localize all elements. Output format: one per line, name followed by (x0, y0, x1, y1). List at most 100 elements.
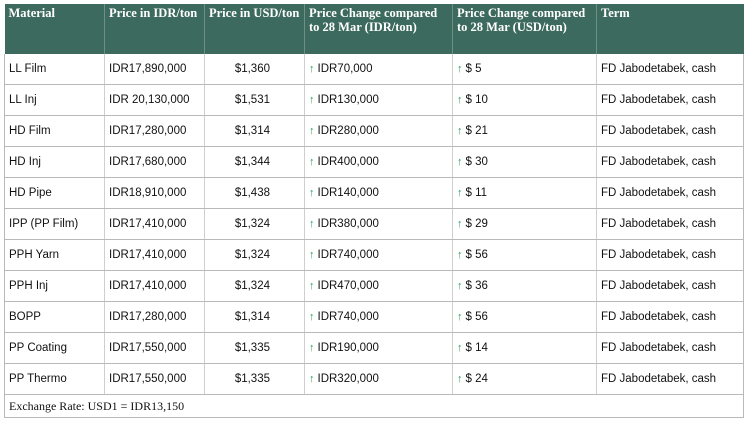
cell-price-idr: IDR17,410,000 (104, 239, 205, 271)
cell-price-usd: $1,314 (204, 301, 305, 333)
up-arrow-icon: ↑ (309, 249, 315, 261)
exchange-rate-note: Exchange Rate: USD1 = IDR13,150 (4, 394, 744, 418)
cell-term-text: FD Jabodetabek, cash (601, 373, 717, 385)
cell-price-idr: IDR17,280,000 (104, 115, 205, 147)
cell-term-text: FD Jabodetabek, cash (601, 125, 717, 137)
cell-change-idr-text: IDR140,000 (317, 187, 379, 199)
cell-price-idr-text: IDR18,910,000 (109, 187, 187, 199)
cell-change-usd: ↑ $ 56 (452, 239, 597, 271)
cell-change-usd: ↑ $ 21 (452, 115, 597, 147)
cell-price-idr: IDR18,910,000 (104, 177, 205, 209)
up-arrow-icon: ↑ (457, 94, 463, 106)
cell-price-idr: IDR17,410,000 (104, 270, 205, 302)
table-row: IPP (PP Film) IDR17,410,000 $1,324 ↑ IDR380,… (4, 208, 744, 240)
cell-price-usd: $1,344 (204, 146, 305, 178)
cell-price-usd-text: $1,314 (234, 125, 270, 137)
header-price-idr: Price in IDR/ton (104, 4, 205, 54)
cell-price-idr: IDR17,890,000 (104, 54, 205, 85)
cell-change-usd-text: $ 14 (465, 342, 488, 354)
cell-change-usd: ↑ $ 5 (452, 54, 597, 85)
cell-price-usd: $1,324 (204, 208, 305, 240)
cell-price-usd: $1,335 (204, 332, 305, 364)
table-row: LL Inj IDR 20,130,000 $1,531 ↑ IDR130,000 ↑ $ … (4, 84, 744, 116)
cell-change-idr-text: IDR380,000 (317, 218, 379, 230)
cell-change-idr-text: IDR70,000 (317, 63, 373, 75)
cell-price-usd-text: $1,324 (234, 280, 270, 292)
cell-price-idr-text: IDR17,410,000 (109, 280, 187, 292)
cell-change-usd: ↑ $ 24 (452, 363, 597, 395)
cell-price-idr-text: IDR17,680,000 (109, 156, 187, 168)
cell-term: FD Jabodetabek, cash (596, 177, 744, 209)
cell-change-idr-text: IDR190,000 (317, 342, 379, 354)
cell-material: IPP (PP Film) (4, 208, 105, 240)
up-arrow-icon: ↑ (309, 187, 315, 199)
cell-term: FD Jabodetabek, cash (596, 332, 744, 364)
price-table: Material Price in IDR/ton Price in USD/t… (4, 4, 744, 418)
cell-change-idr: ↑ IDR740,000 (304, 301, 453, 333)
cell-material: PP Thermo (4, 363, 105, 395)
cell-price-idr: IDR 20,130,000 (104, 84, 205, 116)
cell-price-idr-text: IDR17,410,000 (109, 249, 187, 261)
cell-change-usd-text: $ 11 (465, 187, 488, 199)
cell-change-usd-text: $ 10 (465, 94, 488, 106)
cell-change-idr: ↑ IDR280,000 (304, 115, 453, 147)
cell-material: PPH Yarn (4, 239, 105, 271)
up-arrow-icon: ↑ (309, 311, 315, 323)
cell-change-idr: ↑ IDR190,000 (304, 332, 453, 364)
cell-change-usd: ↑ $ 29 (452, 208, 597, 240)
cell-price-usd: $1,324 (204, 270, 305, 302)
cell-change-usd: ↑ $ 10 (452, 84, 597, 116)
cell-material: LL Film (4, 54, 105, 85)
cell-material: PP Coating (4, 332, 105, 364)
cell-material: HD Pipe (4, 177, 105, 209)
cell-change-idr: ↑ IDR380,000 (304, 208, 453, 240)
cell-material: HD Film (4, 115, 105, 147)
cell-change-usd: ↑ $ 14 (452, 332, 597, 364)
cell-change-usd-text: $ 29 (465, 218, 488, 230)
cell-material-text: LL Film (9, 63, 47, 75)
cell-material-text: HD Pipe (9, 187, 52, 199)
cell-price-usd-text: $1,531 (234, 94, 270, 106)
cell-price-idr-text: IDR17,550,000 (109, 342, 187, 354)
up-arrow-icon: ↑ (457, 63, 463, 75)
cell-price-idr-text: IDR17,280,000 (109, 311, 187, 323)
table-row: HD Inj IDR17,680,000 $1,344 ↑ IDR400,000 ↑ $ 3… (4, 146, 744, 178)
cell-change-idr-text: IDR130,000 (317, 94, 379, 106)
cell-material: BOPP (4, 301, 105, 333)
cell-price-usd-text: $1,335 (234, 342, 270, 354)
cell-material: PPH Inj (4, 270, 105, 302)
cell-price-usd: $1,314 (204, 115, 305, 147)
cell-term: FD Jabodetabek, cash (596, 363, 744, 395)
up-arrow-icon: ↑ (309, 94, 315, 106)
table-header-row: Material Price in IDR/ton Price in USD/t… (4, 4, 744, 54)
cell-price-usd: $1,360 (204, 54, 305, 85)
cell-price-idr-text: IDR17,280,000 (109, 125, 187, 137)
cell-change-usd: ↑ $ 56 (452, 301, 597, 333)
cell-change-idr-text: IDR400,000 (317, 156, 379, 168)
up-arrow-icon: ↑ (457, 218, 463, 230)
up-arrow-icon: ↑ (457, 280, 463, 292)
cell-price-usd-text: $1,360 (234, 63, 270, 75)
table-row: PP Thermo IDR17,550,000 $1,335 ↑ IDR320,000 ↑… (4, 363, 744, 395)
cell-change-idr: ↑ IDR740,000 (304, 239, 453, 271)
up-arrow-icon: ↑ (309, 125, 315, 137)
cell-term-text: FD Jabodetabek, cash (601, 311, 717, 323)
cell-change-idr: ↑ IDR140,000 (304, 177, 453, 209)
cell-change-idr-text: IDR470,000 (317, 280, 379, 292)
price-table-container: Material Price in IDR/ton Price in USD/t… (4, 4, 744, 418)
cell-price-usd-text: $1,335 (234, 373, 270, 385)
cell-term-text: FD Jabodetabek, cash (601, 342, 717, 354)
table-row: HD Pipe IDR18,910,000 $1,438 ↑ IDR140,000 ↑ $ … (4, 177, 744, 209)
cell-change-usd: ↑ $ 36 (452, 270, 597, 302)
header-material: Material (4, 4, 105, 54)
up-arrow-icon: ↑ (457, 311, 463, 323)
cell-price-idr: IDR17,410,000 (104, 208, 205, 240)
table-row: HD Film IDR17,280,000 $1,314 ↑ IDR280,000 ↑ $ … (4, 115, 744, 147)
table-row: BOPP IDR17,280,000 $1,314 ↑ IDR740,000 ↑ $ 56 F… (4, 301, 744, 333)
cell-price-idr-text: IDR17,890,000 (109, 63, 187, 75)
cell-term: FD Jabodetabek, cash (596, 239, 744, 271)
cell-price-usd-text: $1,324 (234, 218, 270, 230)
cell-price-idr-text: IDR 20,130,000 (109, 94, 190, 106)
cell-change-usd: ↑ $ 30 (452, 146, 597, 178)
cell-term-text: FD Jabodetabek, cash (601, 218, 717, 230)
